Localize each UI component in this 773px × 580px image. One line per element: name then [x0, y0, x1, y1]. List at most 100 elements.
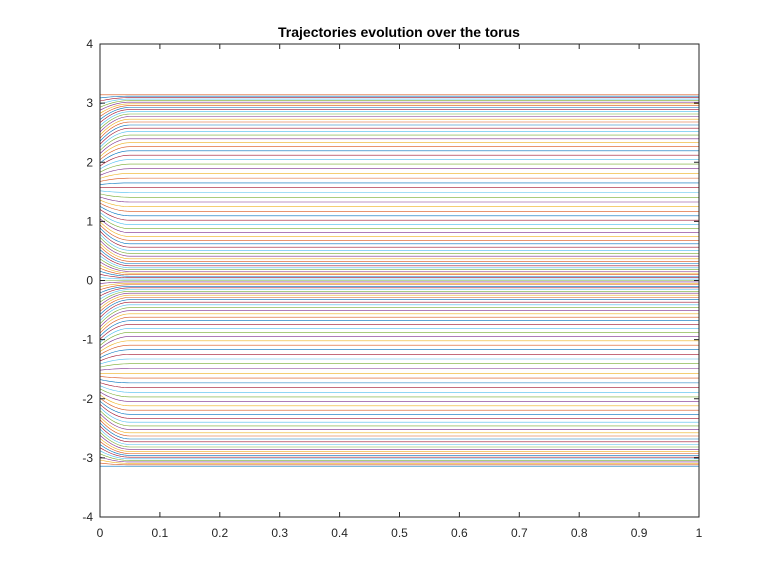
trajectory-line [99, 438, 699, 452]
trajectory-line [99, 385, 699, 393]
trajectory-line [99, 97, 699, 102]
trajectory-line [99, 101, 699, 111]
trajectory-line [99, 431, 699, 448]
trajectory-line [99, 281, 699, 284]
trajectory-line [99, 111, 699, 127]
trajectory-line [99, 376, 699, 379]
trajectory-line [99, 113, 699, 130]
trajectory-line [99, 127, 699, 145]
trajectory-line [99, 344, 699, 356]
trajectory-line [99, 349, 699, 359]
trajectory-line [99, 287, 699, 297]
trajectory-line [99, 327, 699, 343]
trajectory-line [99, 444, 699, 456]
y-tick-label: 0 [86, 274, 93, 288]
y-tick-label: 4 [86, 37, 93, 51]
trajectory-line [99, 218, 699, 234]
trajectory-line [99, 425, 699, 443]
trajectory-line [99, 190, 699, 193]
trajectory-line [99, 233, 699, 251]
trajectory-line [99, 400, 699, 415]
trajectory-line [99, 290, 699, 303]
trajectory-line [99, 394, 699, 407]
trajectory-line [99, 98, 699, 105]
trajectory-line [99, 182, 699, 185]
trajectory-line [99, 177, 699, 182]
trajectory-line [99, 450, 699, 460]
trajectory-line [99, 173, 699, 179]
trajectory-line [99, 284, 699, 291]
x-tick-label: 0.4 [331, 526, 348, 540]
trajectory-line [99, 274, 699, 278]
trajectory-line [99, 434, 699, 450]
trajectory-line [99, 316, 699, 334]
trajectory-line [99, 289, 699, 300]
y-axis: 4 3 2 1 0 -1 -2 -3 -4 [82, 37, 699, 524]
chart-title: Trajectories evolution over the torus [278, 24, 520, 40]
trajectory-line [99, 313, 699, 331]
trajectory-line [99, 358, 699, 365]
trajectory-line [99, 332, 699, 346]
trajectory-line [99, 310, 699, 328]
trajectory-line [99, 227, 699, 245]
trajectory-line [99, 193, 699, 198]
trajectory-line [99, 340, 699, 352]
x-tick-label: 0.9 [631, 526, 648, 540]
trajectory-line [99, 230, 699, 248]
trajectory-line [99, 391, 699, 402]
x-tick-label: 0 [97, 526, 104, 540]
trajectory-line [99, 422, 699, 440]
trajectory-line [99, 441, 699, 454]
trajectory-line [99, 368, 699, 371]
y-tick-label: -4 [82, 510, 93, 524]
trajectory-line [99, 320, 699, 337]
trajectory-line [99, 428, 699, 445]
trajectory-line [99, 299, 699, 315]
trajectory-line [99, 267, 699, 276]
trajectory-line [99, 252, 699, 267]
x-tick-label: 0.1 [152, 526, 169, 540]
x-tick-label: 0.5 [391, 526, 408, 540]
trajectory-line [99, 105, 699, 117]
trajectory-line [99, 285, 699, 294]
trajectory-line [99, 249, 699, 264]
trajectory-line [99, 138, 699, 154]
trajectory-line [99, 168, 699, 176]
y-tick-label: -3 [82, 451, 93, 465]
trajectory-line [99, 292, 699, 306]
trajectory-line [99, 240, 699, 257]
trajectory-line [99, 294, 699, 309]
trajectory-line [99, 224, 699, 241]
x-tick-label: 1 [696, 526, 703, 540]
trajectory-line [99, 264, 699, 274]
trajectory-line [99, 410, 699, 427]
trajectory-line [99, 154, 699, 167]
trajectory-line [99, 243, 699, 260]
y-tick-label: 3 [86, 96, 93, 110]
trajectory-line [99, 382, 699, 388]
trajectory-line [99, 354, 699, 362]
trajectory-line [99, 163, 699, 173]
trajectory-line [99, 297, 699, 312]
trajectory-line [99, 388, 699, 398]
trajectory-line [99, 159, 699, 170]
trajectory-line [99, 142, 699, 157]
y-tick-label: -1 [82, 333, 93, 347]
trajectory-line [99, 413, 699, 430]
trajectory-line [99, 255, 699, 269]
trajectory-line [99, 95, 699, 99]
trajectory-line [99, 215, 699, 229]
trajectory-line [99, 307, 699, 325]
trajectory-line [99, 146, 699, 161]
trajectory-line [99, 134, 699, 151]
trajectory-line [99, 456, 699, 463]
trajectory-line [99, 404, 699, 419]
trajectory-line [99, 363, 699, 368]
trajectory-line [99, 283, 699, 287]
trajectory-line [99, 116, 699, 133]
trajectory-line [99, 118, 699, 136]
trajectory-line [99, 397, 699, 411]
trajectory-line [99, 109, 699, 123]
